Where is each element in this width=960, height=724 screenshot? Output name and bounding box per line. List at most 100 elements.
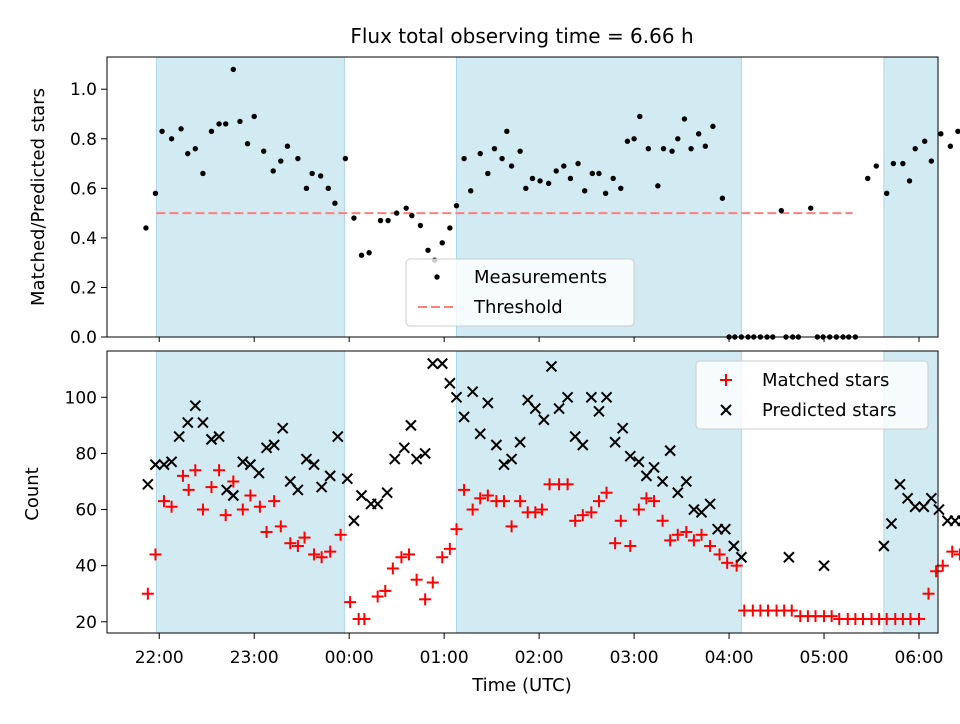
matched-star-point — [648, 495, 661, 508]
predicted-star-point — [688, 503, 700, 516]
legend-threshold-label: Threshold — [473, 297, 563, 318]
x-tick-label: 01:00 — [420, 648, 469, 668]
predicted-star-point — [149, 458, 162, 471]
ratio-legend: Measurements Threshold — [405, 258, 635, 327]
measurement-point — [439, 240, 445, 246]
matched-star-point — [936, 559, 949, 572]
measurement-point — [303, 185, 310, 192]
measurement-point — [938, 131, 944, 137]
measurement-point — [244, 141, 251, 147]
matched-star-point — [395, 551, 408, 564]
matched-star-point — [600, 486, 613, 499]
matched-star-point — [189, 464, 202, 477]
measurement-point — [582, 188, 588, 194]
matched-star-point — [149, 548, 162, 561]
matched-star-point — [227, 475, 240, 488]
matched-star-point — [443, 542, 456, 555]
predicted-star-point — [381, 486, 393, 499]
count-y-axis: 20 40 60 80 100 — [65, 388, 107, 633]
predicted-star-point — [427, 357, 439, 370]
matched-star-point — [474, 492, 487, 505]
measurement-point — [675, 136, 681, 142]
matched-star-point — [157, 495, 170, 508]
y-tick-label: 0.6 — [70, 179, 97, 199]
predicted-star-point — [577, 439, 589, 451]
predicted-star-point — [505, 453, 518, 465]
predicted-star-point — [244, 458, 257, 471]
matched-star-point — [274, 520, 287, 533]
measurement-point — [309, 170, 315, 177]
predicted-star-point — [933, 503, 945, 516]
predicted-star-point — [182, 416, 194, 429]
x-tick-label: 04:00 — [705, 648, 754, 668]
measurement-point — [152, 190, 159, 196]
x-tick-label: 00:00 — [325, 648, 374, 668]
measurement-point — [637, 113, 643, 120]
observing-window — [155, 56, 345, 338]
matched-star-point — [713, 548, 726, 561]
predicted-star-point — [680, 475, 693, 488]
chart-title: Flux total observing time = 6.66 h — [350, 24, 693, 48]
matched-star-point — [624, 540, 637, 553]
measurement-point — [561, 163, 567, 169]
measurement-point — [890, 160, 897, 167]
y-tick-label: 0.8 — [70, 130, 97, 150]
predicted-star-point — [260, 442, 273, 454]
measurement-point — [900, 160, 906, 167]
legend-predicted-label: Predicted stars — [762, 400, 896, 421]
matched-star-point — [913, 612, 926, 625]
measurement-point — [537, 178, 543, 184]
measurement-point — [216, 121, 222, 127]
measurement-point — [223, 121, 229, 127]
predicted-star-markers — [142, 357, 960, 572]
predicted-star-point — [142, 478, 154, 490]
matched-star-point — [182, 483, 195, 496]
measurement-point — [230, 66, 237, 73]
count-x-axis: 22:00 23:00 00:00 01:00 02:00 03:00 04:00 05:00… — [135, 633, 944, 668]
matched-star-point — [680, 525, 693, 538]
measurement-point — [523, 185, 529, 192]
matched-star-point — [632, 503, 645, 516]
measurement-point — [453, 202, 460, 209]
matched-star-point — [721, 556, 734, 569]
measurement-point — [366, 250, 372, 256]
predicted-star-point — [728, 540, 740, 552]
matched-star-point — [426, 576, 439, 589]
x-tick-label: 05:00 — [800, 648, 849, 668]
measurement-point — [477, 150, 483, 157]
predicted-star-point — [633, 456, 645, 468]
matched-star-point — [529, 506, 542, 519]
matched-star-point — [141, 587, 154, 600]
ratio-y-label: Matched/Predicted stars — [28, 88, 49, 306]
measurement-point — [589, 170, 596, 177]
predicted-star-point — [609, 436, 621, 448]
measurement-point — [178, 126, 184, 132]
predicted-star-point — [450, 391, 463, 404]
matched-star-point — [253, 500, 266, 513]
predicted-star-point — [593, 405, 605, 418]
matched-star-point — [284, 537, 297, 550]
matched-star-point — [196, 503, 209, 516]
predicted-star-point — [545, 360, 558, 373]
matched-star-point — [165, 500, 178, 513]
matched-star-point — [825, 610, 838, 623]
count-legend-box — [695, 360, 929, 430]
x-tick-label: 23:00 — [230, 648, 279, 668]
matched-star-point — [922, 587, 935, 600]
matched-star-point — [535, 503, 548, 516]
predicted-star-point — [398, 442, 410, 454]
x-tick-label: 02:00 — [515, 648, 564, 668]
matched-star-point — [358, 612, 371, 625]
predicted-star-point — [227, 489, 240, 502]
predicted-star-point — [173, 430, 185, 443]
predicted-star-point — [466, 385, 479, 398]
predicted-star-point — [490, 439, 503, 451]
predicted-star-point — [324, 470, 336, 482]
measurement-point — [295, 155, 301, 162]
matched-star-point — [419, 593, 432, 606]
measurement-point — [873, 163, 879, 169]
measurement-point — [491, 145, 498, 152]
legend-matched-label: Matched stars — [762, 370, 889, 391]
legend-matched-marker — [720, 374, 732, 386]
measurement-point — [278, 158, 284, 164]
